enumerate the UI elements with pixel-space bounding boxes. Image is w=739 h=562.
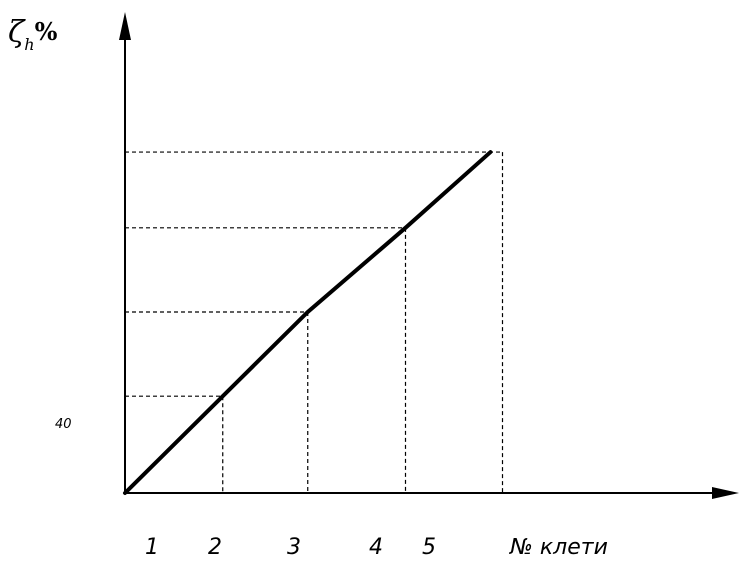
x-tick-label-3: 3: [287, 535, 301, 560]
x-tick-label-4: 4: [369, 535, 383, 560]
x-tick-label-1: 1: [145, 535, 159, 560]
series-line-1: [123, 150, 493, 495]
x-axis-arrow: [712, 487, 739, 499]
dashed-guides: [125, 151, 504, 493]
x-tick-label-2: 2: [208, 535, 222, 560]
y-axis-label: ζh%: [8, 15, 58, 54]
x-tick-label-5: 5: [422, 535, 436, 560]
y-axis-arrow: [119, 12, 131, 40]
y-tick-note: 40: [55, 417, 72, 432]
x-axis-label: № клети: [509, 535, 608, 560]
series-group: [123, 150, 493, 495]
